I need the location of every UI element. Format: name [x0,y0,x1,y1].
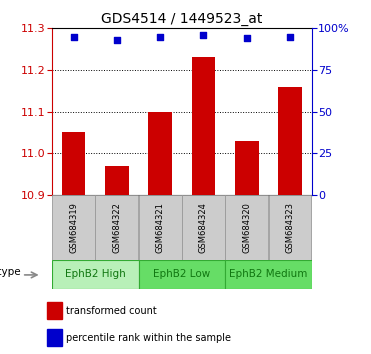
Text: EphB2 Low: EphB2 Low [153,269,210,279]
Text: transformed count: transformed count [66,306,157,316]
Title: GDS4514 / 1449523_at: GDS4514 / 1449523_at [101,12,262,26]
FancyBboxPatch shape [52,260,138,289]
Text: cell type: cell type [0,267,21,277]
Bar [47,302,62,319]
FancyBboxPatch shape [139,195,181,260]
FancyBboxPatch shape [225,195,268,260]
Text: GSM684319: GSM684319 [69,202,78,253]
FancyBboxPatch shape [269,195,311,260]
Text: GSM684320: GSM684320 [242,202,251,253]
FancyBboxPatch shape [138,260,225,289]
Point [244,35,250,41]
Point [200,32,206,38]
Point [157,34,163,40]
FancyBboxPatch shape [182,195,225,260]
Bar [191,57,215,195]
Text: GSM684324: GSM684324 [199,202,208,253]
Bar [278,87,302,195]
Text: GSM684322: GSM684322 [112,202,121,253]
Bar [148,112,172,195]
Point [287,34,293,40]
FancyBboxPatch shape [225,260,312,289]
FancyBboxPatch shape [95,195,138,260]
Bar [235,141,259,195]
Point [114,37,120,43]
Text: EphB2 Medium: EphB2 Medium [229,269,308,279]
Bar [62,132,85,195]
Text: GSM684321: GSM684321 [156,202,165,253]
Text: percentile rank within the sample: percentile rank within the sample [66,333,232,343]
FancyBboxPatch shape [52,195,95,260]
Point [70,34,76,40]
Bar [47,329,62,346]
Text: GSM684323: GSM684323 [286,202,295,253]
Bar [105,166,129,195]
Text: EphB2 High: EphB2 High [65,269,126,279]
